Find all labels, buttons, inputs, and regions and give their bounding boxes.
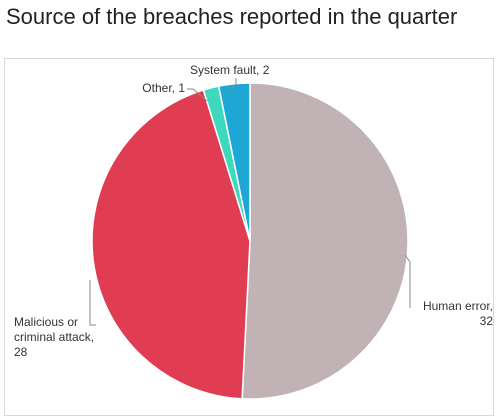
pie-slice — [217, 82, 251, 242]
leader-line — [227, 78, 237, 93]
leader-line — [89, 280, 96, 326]
chart-frame — [4, 58, 494, 416]
data-label: Other, 1 — [142, 81, 185, 95]
chart-title: Source of the breaches reported in the q… — [6, 4, 458, 29]
data-label: System fault, 2 — [190, 63, 270, 77]
data-label: Malicious or criminal attack, 28 — [14, 315, 95, 359]
pie-slice — [241, 82, 409, 400]
leader-line — [187, 88, 208, 102]
data-label: Human error, 32 — [422, 299, 493, 328]
leader-line — [404, 254, 411, 308]
pie-slice — [91, 89, 251, 400]
